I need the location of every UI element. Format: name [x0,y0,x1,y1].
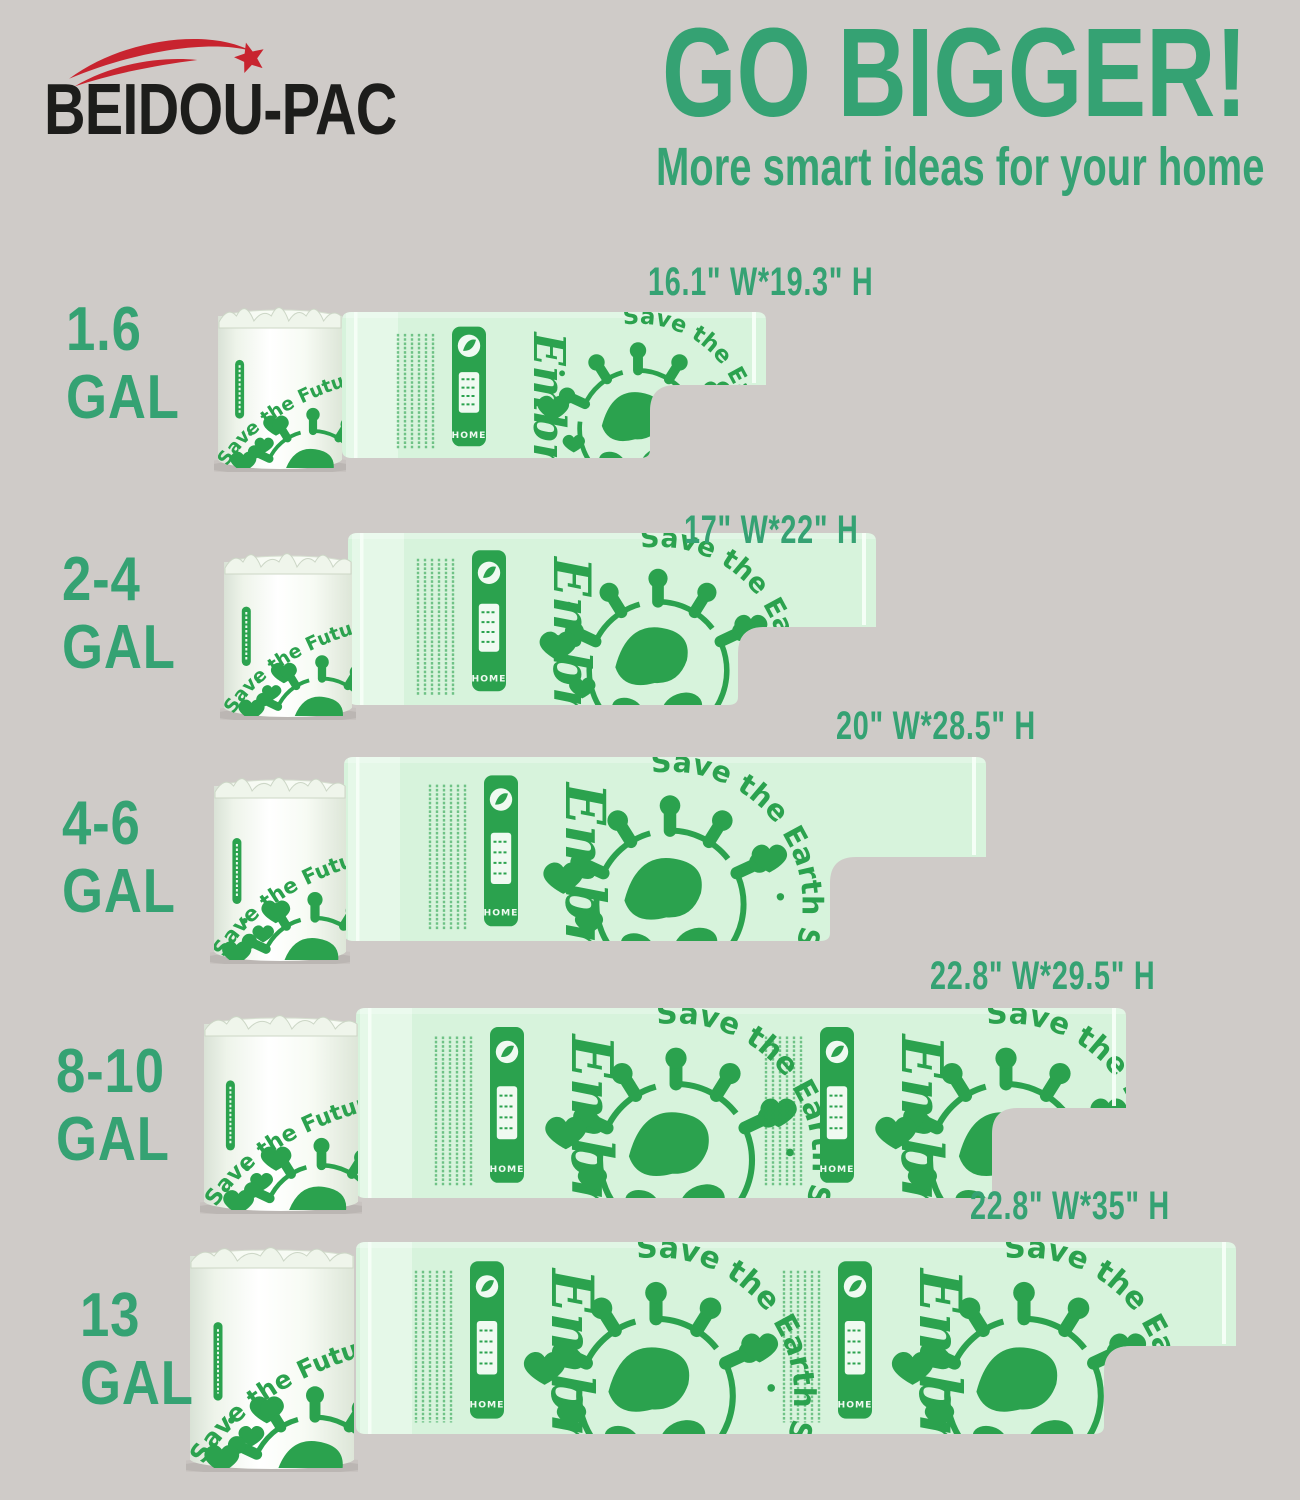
dimension-label: 16.1" W*19.3" H [648,260,874,304]
dimension-label: 22.8" W*35" H [970,1184,1170,1228]
size-unit: GAL [62,613,176,682]
size-value: 13 [80,1281,141,1350]
dimension-label: 20" W*28.5" H [836,704,1036,748]
size-label: 4-6 GAL [62,790,176,926]
size-label: 8-10 GAL [56,1038,170,1174]
svg-text:HOME: HOME [452,430,487,441]
svg-text:HOME: HOME [838,1400,873,1411]
earth-graphic [543,795,788,941]
svg-text:HOME: HOME [490,1164,525,1175]
svg-text:HOME: HOME [472,673,507,684]
size-value: 1.6 [66,295,142,364]
svg-text:HOME: HOME [820,1164,855,1175]
bag-roll-graphic: Save the Future [200,540,381,723]
size-value: 8-10 [56,1037,165,1106]
size-value: 2-4 [62,545,141,614]
dimension-label: 17" W*22" H [684,508,859,552]
size-label: 2-4 GAL [62,546,176,682]
bag-roll-graphic: Save the Future [190,764,376,967]
earth-graphic [539,568,768,705]
earth-graphic [891,1281,1147,1434]
size-unit: GAL [56,1105,170,1174]
logo-swoosh-icon [69,38,264,87]
earth-graphic [230,407,342,468]
earth-graphic [523,1281,779,1434]
earth-graphic [238,655,352,716]
size-label: 13 GAL [80,1282,194,1418]
dimension-label: 22.8" W*29.5" H [930,954,1156,998]
svg-text:HOME: HOME [484,908,519,919]
earth-graphic [222,892,346,960]
svg-text:HOME: HOME [470,1400,505,1411]
size-unit: GAL [66,363,180,432]
size-unit: GAL [62,857,176,926]
page-title: GO BIGGER! [662,2,1248,143]
bag-roll-graphic: Save the Future [195,294,370,475]
bag-roll-graphic: Save the Future [161,1234,389,1475]
size-unit: GAL [80,1349,194,1418]
earth-graphic [204,1386,354,1468]
logo-text: BEIDOU-PAC [44,70,397,150]
page-subtitle: More smart ideas for your home [656,137,1265,197]
bag-roll-graphic: Save the Future [177,1002,392,1217]
earth-graphic [223,1137,358,1210]
size-value: 4-6 [62,789,141,858]
size-label: 1.6 GAL [66,296,180,432]
